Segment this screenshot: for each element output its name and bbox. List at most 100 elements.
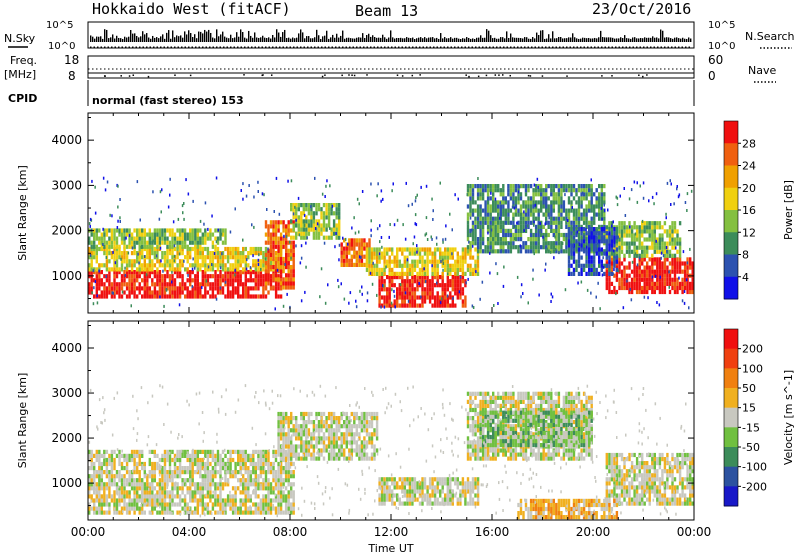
velocity-cell <box>181 453 184 458</box>
power-cell <box>191 236 194 241</box>
freq-dot <box>411 74 414 77</box>
power-cell <box>547 204 550 209</box>
power-cell <box>656 261 659 266</box>
nsky-bar <box>296 37 298 42</box>
power-cell <box>673 285 677 291</box>
power-cell <box>141 267 144 272</box>
power-cell <box>375 259 379 264</box>
power-cell <box>451 267 454 272</box>
power-cell <box>517 220 520 225</box>
nsky-bar <box>284 29 286 42</box>
power-cell <box>254 282 257 287</box>
power-cell <box>524 204 528 209</box>
power-cell <box>557 232 561 238</box>
power-cell <box>350 242 353 247</box>
power-cell <box>163 294 167 299</box>
power-cell <box>572 208 576 213</box>
power-cell <box>123 278 126 283</box>
power-cell <box>618 229 621 234</box>
nsky-bar <box>684 38 686 42</box>
power-cell <box>545 228 548 233</box>
power-cell <box>603 227 606 232</box>
power-cell <box>585 255 588 260</box>
power-cell <box>514 184 518 189</box>
power-cell <box>396 291 399 296</box>
power-cell <box>375 263 379 268</box>
power-noise-cell <box>124 274 127 277</box>
power-cell <box>471 241 475 246</box>
power-colorbar-tick-label: 28 <box>742 137 756 150</box>
power-noise-cell <box>358 202 360 206</box>
power-noise-cell <box>424 279 427 283</box>
power-cell <box>658 245 662 250</box>
power-cell <box>499 204 502 209</box>
power-cell <box>237 286 240 291</box>
velocity-cell <box>234 490 237 495</box>
power-cell <box>547 249 550 254</box>
velocity-cell <box>153 502 156 507</box>
power-cell <box>428 247 432 252</box>
power-cell <box>138 236 141 241</box>
power-noise-cell <box>130 304 132 308</box>
power-cell <box>257 286 260 291</box>
velocity-cell <box>88 502 91 507</box>
power-cell <box>570 255 573 260</box>
velocity-cell <box>194 490 197 495</box>
power-cell <box>206 246 210 252</box>
power-cell <box>287 277 290 282</box>
power-cell <box>166 244 169 249</box>
power-cell <box>196 270 199 275</box>
power-cell <box>143 259 146 264</box>
power-cell <box>138 244 141 249</box>
nsky-bar <box>564 38 566 42</box>
power-cell <box>428 283 432 288</box>
power-cell <box>560 204 563 209</box>
power-cell <box>383 295 386 300</box>
power-cell <box>305 219 308 224</box>
power-cell <box>663 241 667 246</box>
velocity-cell <box>249 498 252 503</box>
velocity-cell <box>90 474 93 479</box>
power-cell <box>476 224 480 229</box>
power-cell <box>199 240 202 245</box>
power-cell <box>408 291 412 296</box>
power-cell <box>219 278 222 283</box>
power-cell <box>370 263 374 268</box>
power-cell <box>143 267 146 272</box>
power-cell <box>254 259 257 264</box>
velocity-cell <box>113 457 116 463</box>
velocity-cell <box>105 449 109 454</box>
power-cell <box>340 254 343 259</box>
power-cell <box>219 236 222 241</box>
power-cell <box>214 263 217 268</box>
power-cell <box>514 224 518 229</box>
nsky-bar <box>460 38 462 42</box>
power-noise-cell <box>194 266 196 270</box>
power-cell <box>646 221 649 226</box>
power-cell <box>590 243 593 248</box>
power-cell <box>300 223 303 228</box>
power-cell <box>418 303 422 308</box>
velocity-cell <box>211 449 215 454</box>
power-cell <box>295 207 298 212</box>
power-cell <box>128 263 131 268</box>
velocity-cell <box>189 490 192 495</box>
power-cell <box>391 267 394 272</box>
power-cell <box>120 255 124 260</box>
power-cell <box>454 283 457 288</box>
nsky-bar <box>404 38 406 42</box>
power-cell <box>181 244 184 249</box>
velocity-cell <box>141 510 144 515</box>
power-cell <box>201 282 204 287</box>
power-cell <box>638 225 641 230</box>
power-cell <box>118 255 121 260</box>
power-cell <box>557 212 561 217</box>
power-cell <box>234 278 237 283</box>
power-cell <box>598 224 601 229</box>
power-cell <box>676 237 679 242</box>
power-noise-cell <box>477 177 479 180</box>
power-cell <box>648 233 651 238</box>
velocity-cell <box>143 486 146 491</box>
power-cell <box>277 282 280 287</box>
velocity-cell <box>242 457 245 463</box>
